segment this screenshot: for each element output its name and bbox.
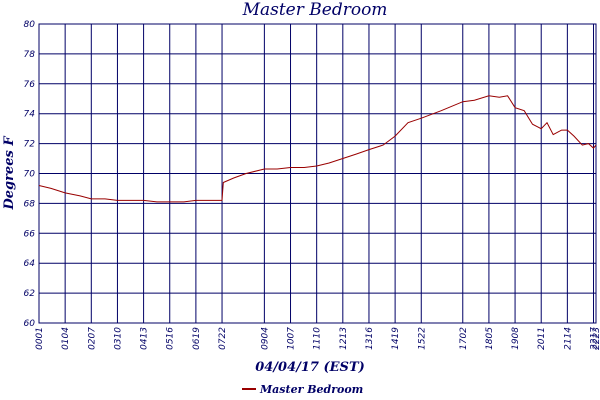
x-tick-label: 2223 <box>592 327 600 350</box>
x-tick-label: 0310 <box>113 327 123 350</box>
grid <box>38 23 596 324</box>
plot-frame <box>38 23 597 324</box>
y-axis-ticks: 60 62 64 66 68 70 72 74 76 78 80 <box>24 20 36 329</box>
y-tick-label: 66 <box>24 229 36 239</box>
series-line-master-bedroom <box>38 95 597 203</box>
x-tick-label: 1908 <box>511 327 521 350</box>
x-tick-label: 1805 <box>485 327 495 350</box>
y-tick-label: 68 <box>24 199 36 209</box>
x-tick-label: 1110 <box>313 327 323 350</box>
y-tick-label: 78 <box>24 50 36 60</box>
x-tick-label: 2011 <box>537 327 547 350</box>
x-tick-label: 0619 <box>192 327 202 350</box>
x-tick-label: 0001 <box>35 327 45 350</box>
x-tick-label: 0104 <box>61 327 71 350</box>
x-tick-label: 1007 <box>287 327 297 350</box>
x-tick-label: 0413 <box>140 327 150 350</box>
x-tick-label: 0722 <box>218 327 228 350</box>
x-tick-label: 0904 <box>260 327 270 350</box>
legend-label: Master Bedroom <box>259 383 363 396</box>
y-tick-label: 60 <box>24 319 36 329</box>
x-tick-label: 1522 <box>417 327 427 350</box>
x-tick-label: 2217 <box>590 327 600 350</box>
x-tick-label: 2114 <box>563 327 573 350</box>
x-tick-label: 0207 <box>87 327 97 350</box>
y-tick-label: 70 <box>24 170 36 180</box>
x-axis-ticks: 0001 0104 0207 0310 0413 0516 0619 0722 0904 1007… <box>35 327 600 350</box>
x-tick-label: 1316 <box>365 327 375 350</box>
y-axis-label: Degrees F <box>2 136 17 211</box>
x-axis-label: 04/04/17 (EST) <box>255 360 365 375</box>
x-tick-label: 1213 <box>339 327 349 350</box>
x-tick-label: 1702 <box>459 327 469 350</box>
legend: Master Bedroom <box>242 383 363 396</box>
y-tick-label: 64 <box>24 259 36 269</box>
y-tick-label: 80 <box>24 20 36 30</box>
x-tick-label: 1419 <box>391 327 401 350</box>
x-tick-label: 0516 <box>166 327 176 350</box>
y-tick-label: 62 <box>24 289 36 299</box>
y-tick-label: 76 <box>24 80 36 90</box>
y-tick-label: 74 <box>24 110 36 120</box>
chart-title: Master Bedroom <box>242 0 388 20</box>
y-tick-label: 72 <box>24 140 36 150</box>
